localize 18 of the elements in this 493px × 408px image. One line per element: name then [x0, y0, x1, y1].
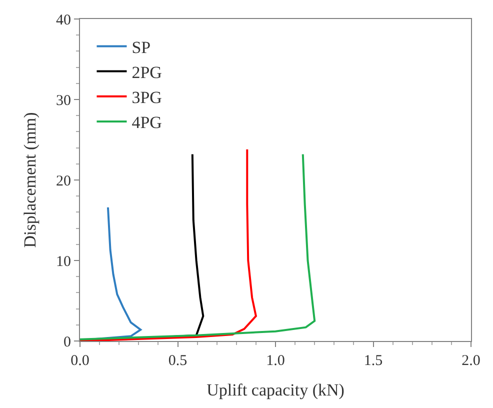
legend-label: 4PG: [132, 113, 162, 132]
y-tick-label: 40: [56, 12, 71, 28]
legend-label: 3PG: [132, 88, 162, 108]
line-series: [80, 153, 316, 340]
y-tick-label: 30: [56, 92, 71, 109]
x-tick-label: 0.5: [168, 353, 188, 369]
y-tick-label: 0: [64, 334, 71, 350]
y-tick-label: 20: [56, 173, 71, 190]
x-tick-label: 0.0: [70, 353, 90, 369]
x-axis-title: Uplift capacity (kN): [206, 380, 344, 400]
line-series: [80, 148, 257, 341]
y-tick-label: 10: [56, 254, 71, 270]
x-tick-label: 2.0: [462, 353, 480, 369]
x-tick-label: 1.0: [266, 353, 285, 369]
legend-label: SP: [132, 38, 151, 57]
y-axis-title: Displacement (mm): [20, 112, 40, 248]
x-tick-label: 1.5: [364, 353, 383, 369]
legend-label: 2PG: [132, 62, 162, 82]
